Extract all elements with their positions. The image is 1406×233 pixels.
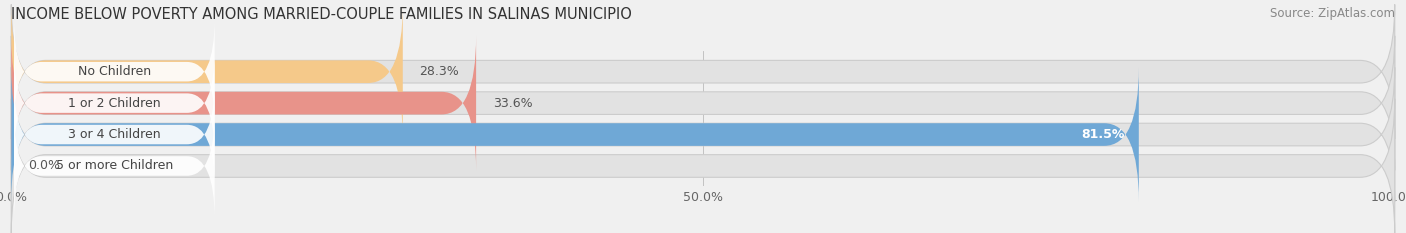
Text: 28.3%: 28.3% [419, 65, 460, 78]
FancyBboxPatch shape [14, 113, 215, 219]
FancyBboxPatch shape [11, 36, 1395, 170]
Text: 81.5%: 81.5% [1081, 128, 1125, 141]
FancyBboxPatch shape [11, 36, 477, 170]
FancyBboxPatch shape [11, 67, 1395, 202]
FancyBboxPatch shape [11, 67, 1139, 202]
Text: Source: ZipAtlas.com: Source: ZipAtlas.com [1270, 7, 1395, 20]
Text: 3 or 4 Children: 3 or 4 Children [67, 128, 160, 141]
FancyBboxPatch shape [11, 99, 1395, 233]
Text: 33.6%: 33.6% [492, 97, 533, 110]
Text: 5 or more Children: 5 or more Children [56, 159, 173, 172]
FancyBboxPatch shape [11, 4, 402, 139]
Text: 1 or 2 Children: 1 or 2 Children [67, 97, 160, 110]
Text: No Children: No Children [77, 65, 150, 78]
FancyBboxPatch shape [14, 81, 215, 188]
FancyBboxPatch shape [14, 19, 215, 125]
Text: INCOME BELOW POVERTY AMONG MARRIED-COUPLE FAMILIES IN SALINAS MUNICIPIO: INCOME BELOW POVERTY AMONG MARRIED-COUPL… [11, 7, 633, 22]
Text: 0.0%: 0.0% [28, 159, 60, 172]
FancyBboxPatch shape [14, 50, 215, 156]
FancyBboxPatch shape [11, 4, 1395, 139]
